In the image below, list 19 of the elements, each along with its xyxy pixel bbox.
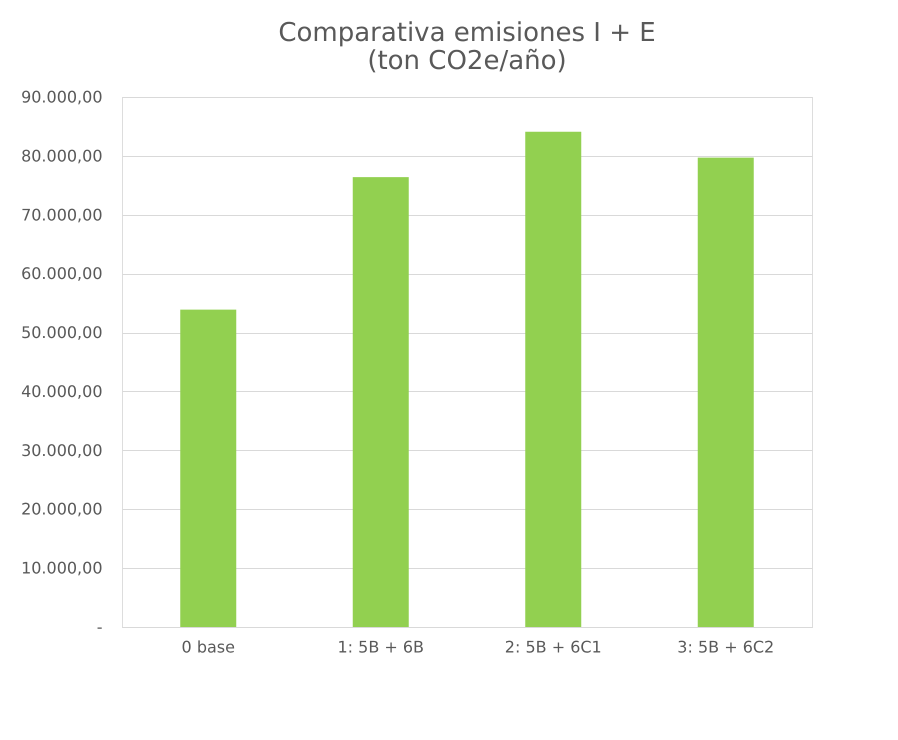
x-tick-label: 3: 5B + 6C2 xyxy=(677,638,774,656)
y-tick-label: 70.000,00 xyxy=(21,205,102,224)
y-tick-label: 90.000,00 xyxy=(21,88,102,106)
x-tick-label: 0 base xyxy=(182,638,235,656)
y-tick-label: 80.000,00 xyxy=(21,146,102,166)
y-tick-label: - xyxy=(96,618,102,636)
bar xyxy=(352,177,409,627)
x-tick-label: 2: 5B + 6C1 xyxy=(504,638,602,656)
bar xyxy=(698,158,754,627)
y-tick-label: 50.000,00 xyxy=(21,323,102,342)
y-tick-label: 30.000,00 xyxy=(21,440,102,460)
y-tick-label: 40.000,00 xyxy=(21,382,102,401)
bar xyxy=(180,310,236,627)
y-tick-label: 20.000,00 xyxy=(21,500,102,519)
bar xyxy=(525,132,582,627)
chart-title: Comparativa emisiones I + E (ton CO2e/año) xyxy=(278,18,656,76)
y-tick-label: 60.000,00 xyxy=(21,264,102,284)
x-tick-label: 1: 5B + 6B xyxy=(337,638,424,656)
y-tick-label: 10.000,00 xyxy=(21,558,102,578)
